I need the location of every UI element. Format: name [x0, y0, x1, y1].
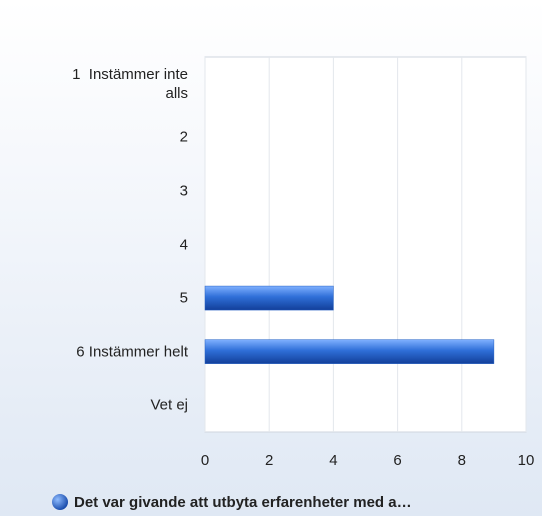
x-tick-label: 4 [329, 452, 337, 469]
y-tick-label: Vet ej [150, 396, 188, 414]
legend-marker [52, 494, 68, 510]
x-tick-label: 2 [265, 452, 273, 469]
bar [204, 339, 495, 364]
y-tick-label: 3 [179, 182, 188, 200]
y-tick-label: 6 Instämmer helt [76, 343, 188, 361]
x-tick-label: 0 [201, 452, 209, 469]
x-tick-label: 10 [518, 452, 535, 469]
bar [204, 285, 334, 311]
legend-label: Det var givande att utbyta erfarenheter … [74, 494, 412, 511]
plot-area [204, 56, 527, 433]
y-tick-label: 5 [179, 289, 188, 307]
y-tick-label: 4 [179, 236, 188, 253]
x-tick-label: 8 [458, 452, 466, 469]
y-tick-label: 2 [179, 128, 188, 146]
y-tick-label: 1 Instämmer inte alls [72, 65, 193, 102]
x-tick-label: 6 [393, 452, 401, 469]
